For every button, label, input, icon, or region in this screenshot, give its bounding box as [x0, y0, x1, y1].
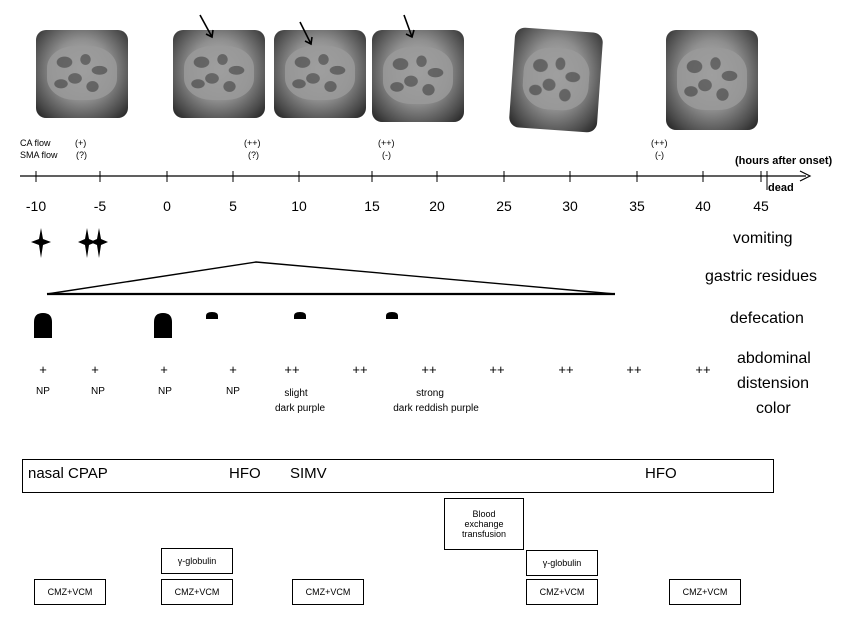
- xray-image-2: [173, 30, 265, 118]
- distension-value: +: [91, 362, 99, 377]
- vomiting-star-3: [90, 228, 108, 258]
- sma-flow-value: (-): [382, 150, 391, 160]
- blood-label-line3: transfusion: [461, 529, 507, 539]
- tick-label: 15: [364, 198, 380, 214]
- ca-flow-value: (++): [651, 138, 668, 148]
- arrow-mark-1: [199, 14, 213, 38]
- antibiotic-box: CMZ+VCM: [34, 579, 106, 605]
- xray-image-4: [372, 30, 464, 122]
- antibiotic-label: CMZ+VCM: [47, 587, 93, 597]
- tick-label: 5: [229, 198, 237, 214]
- xray-image-6: [666, 30, 758, 130]
- blood-exchange-transfusion-box: Blood exchange transfusion: [444, 498, 524, 550]
- axis-unit-label: (hours after onset): [735, 155, 833, 167]
- death-label: dead: [768, 182, 794, 194]
- ca-flow-label: CA flow: [20, 138, 51, 148]
- defecation-mark-large-1: [34, 313, 52, 338]
- resp-label-simv: SIMV: [290, 465, 327, 482]
- defecation-marks: [34, 312, 398, 338]
- color-value: NP: [91, 386, 105, 397]
- color-value: NP: [158, 386, 172, 397]
- defecation-mark-large-2: [154, 313, 172, 338]
- sma-flow-label: SMA flow: [20, 150, 58, 160]
- ca-flow-value: (++): [378, 138, 395, 148]
- tick-label: 30: [562, 198, 578, 214]
- defecation-mark-small-3: [386, 312, 398, 319]
- antibiotic-box: CMZ+VCM: [292, 579, 364, 605]
- antibiotic-label: CMZ+VCM: [174, 587, 220, 597]
- blood-label-line2: exchange: [464, 519, 504, 529]
- antibiotic-label: CMZ+VCM: [539, 587, 585, 597]
- gamma-globulin-label: γ-globulin: [177, 556, 217, 566]
- antibiotic-box: CMZ+VCM: [161, 579, 233, 605]
- respiratory-support-bar: [22, 459, 774, 493]
- arrow-mark-2: [299, 21, 312, 45]
- tick-label: 20: [429, 198, 445, 214]
- axis-arrowhead: [799, 170, 812, 182]
- distension-value: +: [160, 362, 168, 377]
- color-note-line1: strong: [416, 388, 444, 399]
- tick-label: 40: [695, 198, 711, 214]
- row-label-defecation: defecation: [730, 310, 804, 327]
- tick-label: -10: [25, 198, 47, 214]
- vomiting-star-1: [31, 228, 51, 258]
- xray-image-3: [274, 30, 366, 118]
- distension-value: ++: [695, 362, 711, 377]
- sma-flow-value: (-): [655, 150, 664, 160]
- ca-flow-value: (++): [244, 138, 261, 148]
- gamma-globulin-box: γ-globulin: [161, 548, 233, 574]
- tick-label: -5: [93, 198, 107, 214]
- antibiotic-label: CMZ+VCM: [305, 587, 351, 597]
- distension-value: ++: [421, 362, 437, 377]
- gastric-triangle: [46, 261, 616, 295]
- gamma-globulin-label: γ-globulin: [542, 558, 582, 568]
- row-label-distension: distension: [737, 375, 810, 392]
- xray-arrows: [199, 14, 415, 46]
- distension-value: +: [229, 362, 237, 377]
- row-label-vomiting: vomiting: [733, 230, 793, 247]
- defecation-mark-small-1: [206, 312, 218, 319]
- tick-label: 45: [753, 198, 769, 214]
- color-value: NP: [36, 386, 50, 397]
- sma-flow-value: (?): [76, 150, 87, 160]
- distension-value: ++: [352, 362, 368, 377]
- distension-value: +: [39, 362, 47, 377]
- defecation-mark-small-2: [294, 312, 306, 319]
- sma-flow-value: (?): [248, 150, 259, 160]
- antibiotic-box: CMZ+VCM: [669, 579, 741, 605]
- ca-flow-value: (+): [75, 138, 87, 148]
- arrow-mark-3: [403, 14, 413, 38]
- distension-value: ++: [626, 362, 642, 377]
- distension-value: ++: [489, 362, 505, 377]
- tick-label: 10: [291, 198, 307, 214]
- antibiotic-label: CMZ+VCM: [682, 587, 728, 597]
- distension-value: ++: [284, 362, 300, 377]
- distension-value: ++: [558, 362, 574, 377]
- tick-marks: [35, 171, 762, 182]
- blood-label-line1: Blood: [472, 509, 496, 519]
- tick-label: 0: [163, 198, 171, 214]
- vomiting-star-2: [78, 228, 96, 258]
- color-value: NP: [226, 386, 240, 397]
- antibiotic-box: CMZ+VCM: [526, 579, 598, 605]
- row-label-abdominal: abdominal: [737, 350, 811, 367]
- vomiting-marks: [31, 228, 108, 258]
- row-label-color: color: [756, 400, 791, 417]
- resp-label-hfo: HFO: [229, 465, 261, 482]
- tick-label: 35: [629, 198, 645, 214]
- row-label-gastric-residues: gastric residues: [705, 268, 818, 285]
- color-note-line2: dark purple: [274, 403, 326, 414]
- resp-label-hfo: HFO: [645, 465, 677, 482]
- color-note-line1: slight: [284, 388, 308, 399]
- resp-label-nasal-cpap: nasal CPAP: [28, 465, 108, 482]
- color-note-line2: dark reddish purple: [393, 403, 479, 414]
- tick-label: 25: [496, 198, 512, 214]
- gamma-globulin-box: γ-globulin: [526, 550, 598, 576]
- xray-image-1: [36, 30, 128, 118]
